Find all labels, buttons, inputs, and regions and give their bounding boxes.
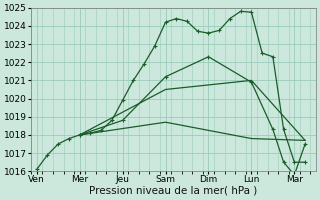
X-axis label: Pression niveau de la mer( hPa ): Pression niveau de la mer( hPa ) (90, 186, 258, 196)
